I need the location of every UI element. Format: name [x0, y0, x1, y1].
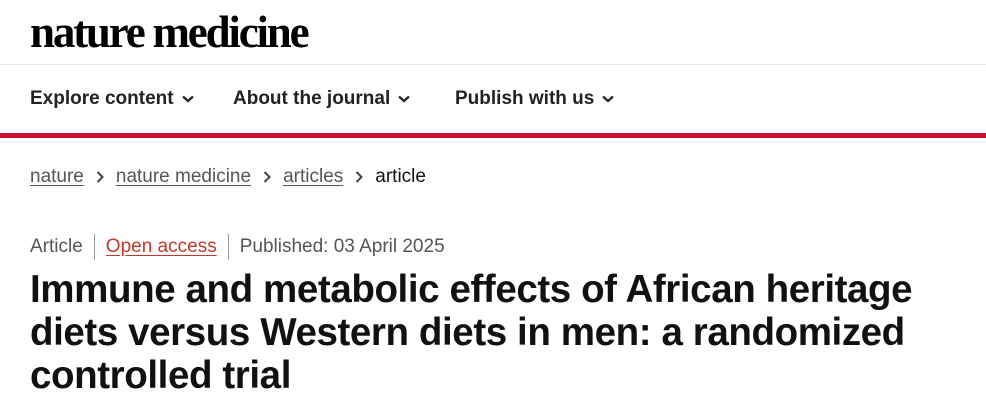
chevron-down-icon [398, 95, 411, 103]
article-meta: Article Open access Published: 03 April … [30, 232, 445, 262]
chevron-right-icon [355, 171, 364, 183]
breadcrumb: nature nature medicine articles article [30, 162, 426, 192]
header-divider [0, 133, 986, 138]
chevron-right-icon [263, 171, 271, 183]
nav-item-label: About the journal [233, 88, 391, 109]
breadcrumb-link-nature-medicine[interactable]: nature medicine [115, 166, 252, 187]
nav-publish-with-us[interactable]: Publish with us [455, 65, 615, 133]
meta-divider [93, 234, 95, 260]
published-date: Published: 03 April 2025 [239, 236, 445, 257]
site-header: nature medicine Explore content About th… [0, 0, 986, 138]
open-access-link[interactable]: Open access [105, 236, 217, 257]
nav-item-label: Publish with us [455, 88, 595, 109]
chevron-down-icon [602, 95, 615, 103]
article-type: Article [30, 236, 83, 257]
meta-divider [227, 234, 229, 260]
breadcrumb-link-nature[interactable]: nature [30, 166, 84, 187]
breadcrumb-current: article [375, 166, 426, 187]
article-title: Immune and metabolic effects of African … [30, 268, 913, 397]
logo-bar: nature medicine [0, 0, 986, 65]
nav-explore-content[interactable]: Explore content [30, 65, 194, 133]
nav-item-label: Explore content [30, 88, 174, 109]
chevron-down-icon [181, 95, 194, 103]
nav-about-journal[interactable]: About the journal [233, 65, 411, 133]
chevron-right-icon [96, 171, 104, 183]
site-logo[interactable]: nature medicine [30, 7, 310, 57]
breadcrumb-link-articles[interactable]: articles [283, 166, 344, 187]
main-nav: Explore content About the journal Publis… [0, 65, 986, 133]
